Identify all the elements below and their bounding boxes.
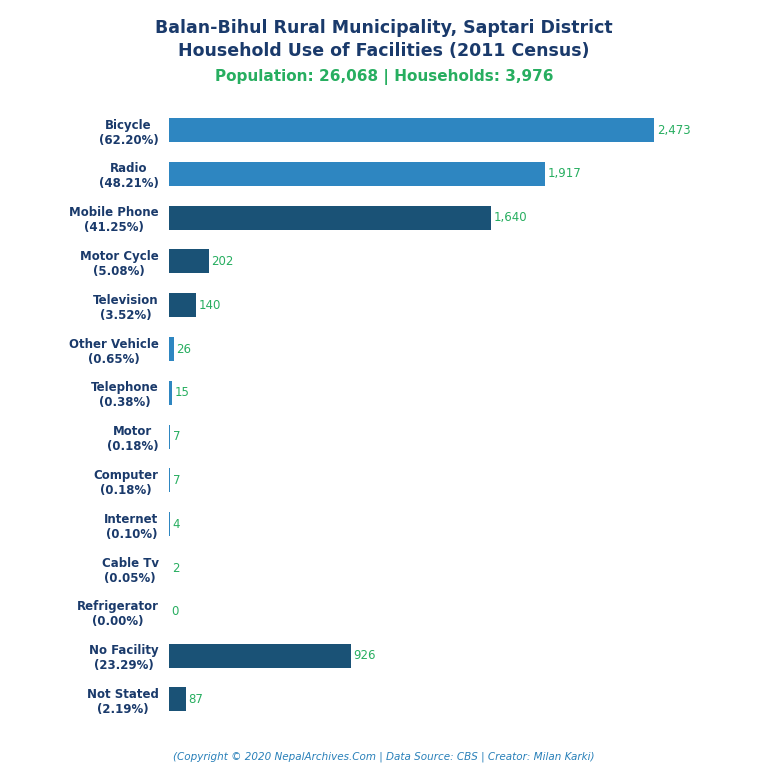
Text: 0: 0 xyxy=(171,605,179,618)
Text: 87: 87 xyxy=(188,693,204,706)
Bar xyxy=(169,468,170,492)
Bar xyxy=(169,337,174,361)
Text: Population: 26,068 | Households: 3,976: Population: 26,068 | Households: 3,976 xyxy=(215,69,553,85)
Text: 1,917: 1,917 xyxy=(548,167,581,180)
Bar xyxy=(169,425,170,449)
Text: 202: 202 xyxy=(211,255,233,268)
Text: 15: 15 xyxy=(174,386,189,399)
Text: 1,640: 1,640 xyxy=(493,211,527,224)
Text: (Copyright © 2020 NepalArchives.Com | Data Source: CBS | Creator: Milan Karki): (Copyright © 2020 NepalArchives.Com | Da… xyxy=(174,751,594,762)
Bar xyxy=(169,381,172,405)
Text: 2: 2 xyxy=(172,561,179,574)
Text: 26: 26 xyxy=(177,343,191,356)
Text: 2,473: 2,473 xyxy=(657,124,690,137)
Bar xyxy=(169,687,186,711)
Bar xyxy=(169,206,491,230)
Text: Balan-Bihul Rural Municipality, Saptari District: Balan-Bihul Rural Municipality, Saptari … xyxy=(155,19,613,37)
Bar xyxy=(169,512,170,536)
Bar xyxy=(169,162,545,186)
Text: 4: 4 xyxy=(172,518,180,531)
Bar xyxy=(169,250,209,273)
Text: 140: 140 xyxy=(199,299,221,312)
Text: 7: 7 xyxy=(173,430,180,443)
Text: 7: 7 xyxy=(173,474,180,487)
Bar xyxy=(169,644,351,667)
Text: Household Use of Facilities (2011 Census): Household Use of Facilities (2011 Census… xyxy=(178,42,590,60)
Text: 926: 926 xyxy=(353,649,376,662)
Bar xyxy=(169,118,654,142)
Bar xyxy=(169,293,197,317)
